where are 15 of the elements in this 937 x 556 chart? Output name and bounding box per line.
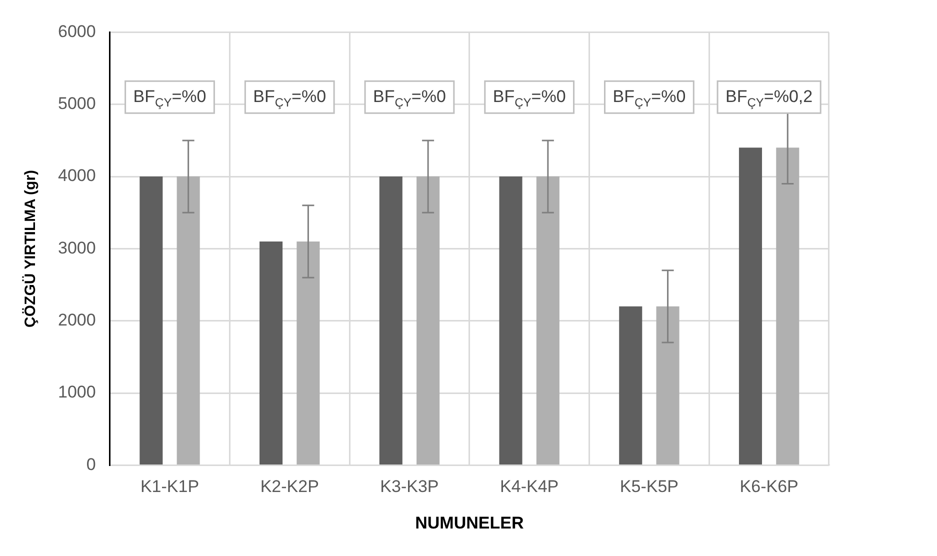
y-tick-label: 6000	[58, 22, 96, 41]
y-tick-label: 2000	[58, 310, 96, 330]
x-tick-label: K1-K1P	[140, 477, 200, 496]
x-tick-label: K3-K3P	[380, 477, 439, 496]
y-tick-label: 1000	[58, 382, 96, 402]
x-tick-label: K2-K2P	[260, 477, 319, 496]
x-axis-title: NUMUNELER	[415, 513, 524, 532]
x-tick-label: K6-K6P	[740, 477, 798, 496]
y-tick-label: 5000	[58, 94, 96, 114]
y-axis-title: ÇÖZGÜ YIRTILMA (gr)	[22, 170, 40, 328]
y-tick-label: 3000	[58, 238, 96, 258]
y-tick-label: 0	[86, 454, 96, 474]
y-tick-label: 4000	[58, 166, 96, 186]
x-tick-label: K5-K5P	[620, 477, 678, 496]
x-tick-label: K4-K4P	[500, 477, 559, 496]
